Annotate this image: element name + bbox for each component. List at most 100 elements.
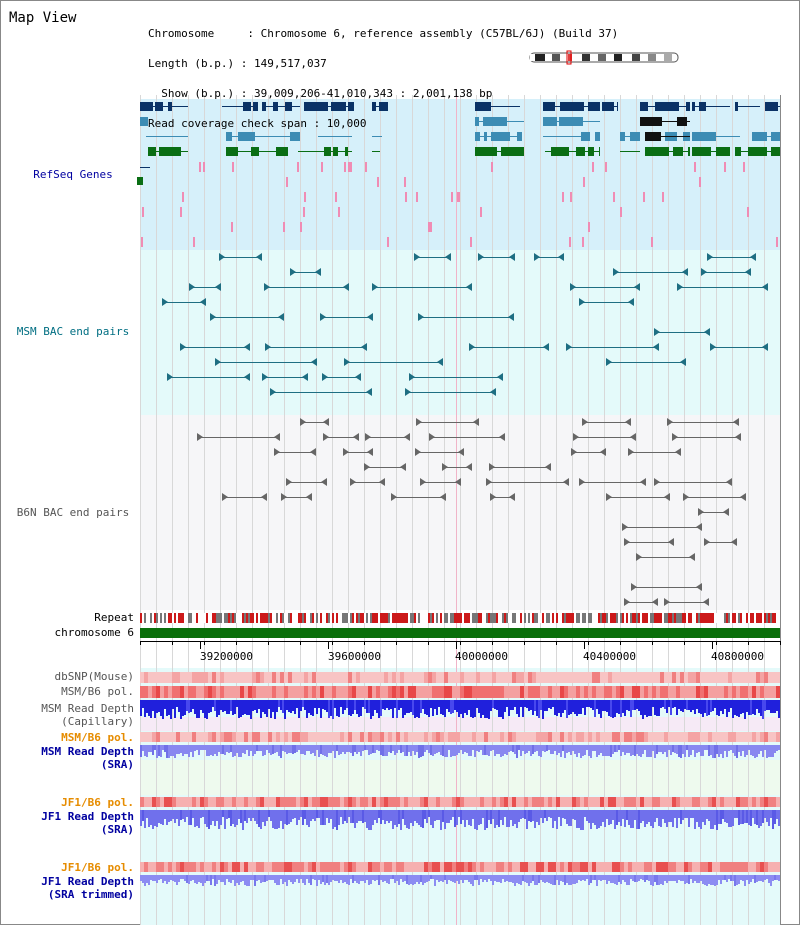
heat-cell xyxy=(572,797,576,807)
depth-bar xyxy=(360,745,362,756)
depth-bar xyxy=(260,875,262,883)
gene-exon xyxy=(748,147,767,156)
depth-bar xyxy=(718,810,720,824)
depth-bar xyxy=(162,875,164,883)
depth-bar xyxy=(572,875,574,884)
heat-cell xyxy=(640,732,644,742)
depth-bar xyxy=(604,700,606,711)
heat-cell xyxy=(196,732,200,742)
track-label-refseq-genes[interactable]: RefSeq Genes xyxy=(33,168,113,181)
depth-bar xyxy=(398,700,400,710)
track-label-msm-bac[interactable]: MSM BAC end pairs xyxy=(16,325,130,338)
depth-bar xyxy=(298,745,300,750)
depth-bar xyxy=(250,875,252,880)
heat-cell xyxy=(644,797,648,807)
gene-exon xyxy=(491,132,510,141)
heat-cell xyxy=(324,732,328,742)
repeat-mark xyxy=(262,613,264,623)
gene-mark xyxy=(335,192,337,202)
track-label-jf1-b6-pol-2[interactable]: JF1/B6 pol. xyxy=(61,861,134,874)
heat-cell xyxy=(140,686,144,698)
repeat-mark xyxy=(636,613,638,623)
heat-cell xyxy=(520,797,524,807)
heat-cell xyxy=(556,672,560,683)
depth-bar xyxy=(472,700,474,718)
depth-bar xyxy=(294,875,296,882)
depth-bar xyxy=(444,745,446,757)
depth-bar xyxy=(324,745,326,756)
bac-end-arrow xyxy=(167,373,173,381)
depth-bar xyxy=(368,745,370,755)
heat-cell xyxy=(644,732,648,742)
gene-mark xyxy=(491,162,493,172)
heat-cell xyxy=(660,732,664,742)
track-label-msm-depth-capillary[interactable]: MSM Read Depth (Capillary) xyxy=(4,702,134,728)
heat-cell xyxy=(696,686,700,698)
depth-bar xyxy=(636,810,638,829)
depth-bar xyxy=(238,700,240,718)
depth-bar xyxy=(510,745,512,751)
depth-bar xyxy=(518,745,520,750)
depth-bar xyxy=(226,875,228,879)
depth-bar xyxy=(444,875,446,880)
depth-bar xyxy=(416,745,418,752)
heat-cell xyxy=(368,672,372,683)
depth-bar xyxy=(178,810,180,826)
track-label-jf1-depth-sra[interactable]: JF1 Read Depth (SRA) xyxy=(4,810,134,836)
track-label-dbsnp[interactable]: dbSNP(Mouse) xyxy=(54,670,134,683)
repeat-mark xyxy=(506,613,508,623)
bac-end-arrow xyxy=(654,478,660,486)
heat-cell xyxy=(444,732,448,742)
depth-bar xyxy=(316,745,318,750)
depth-bar xyxy=(576,700,578,716)
track-label-b6n-bac[interactable]: B6N BAC end pairs xyxy=(16,506,130,519)
ideogram-band xyxy=(530,54,535,61)
heat-cell xyxy=(208,732,212,742)
depth-bar xyxy=(506,745,508,755)
depth-bar xyxy=(694,875,696,881)
bac-end-arrow xyxy=(497,373,503,381)
depth-bar xyxy=(778,745,780,750)
bac-end-arrow xyxy=(261,493,267,501)
heat-cell xyxy=(372,732,376,742)
depth-bar xyxy=(328,700,330,718)
heat-cell xyxy=(512,732,516,742)
depth-bar xyxy=(552,745,554,754)
track-label-msm-depth-sra[interactable]: MSM Read Depth (SRA) xyxy=(4,745,134,771)
depth-bar xyxy=(156,810,158,827)
track-label-msm-b6-pol[interactable]: MSM/B6 pol. xyxy=(61,685,134,698)
track-label-msm-b6-pol-2[interactable]: MSM/B6 pol. xyxy=(61,731,134,744)
heat-cell xyxy=(736,732,740,742)
depth-bar xyxy=(612,875,614,883)
heat-cell xyxy=(500,672,504,683)
repeat-mark xyxy=(396,613,398,623)
heat-cell xyxy=(452,862,456,872)
depth-bar xyxy=(328,875,330,885)
repeat-mark xyxy=(216,613,218,623)
repeat-mark xyxy=(158,613,160,623)
heat-cell xyxy=(184,797,188,807)
heat-cell xyxy=(236,862,240,872)
depth-bar xyxy=(666,875,668,883)
heat-cell xyxy=(176,862,180,872)
heat-cell xyxy=(676,797,680,807)
repeat-mark xyxy=(440,613,442,623)
depth-bar xyxy=(672,700,674,708)
repeat-mark xyxy=(754,613,756,623)
repeat-mark xyxy=(516,613,518,623)
heat-cell xyxy=(616,686,620,698)
heat-cell xyxy=(148,797,152,807)
track-label-jf1-b6-pol[interactable]: JF1/B6 pol. xyxy=(61,796,134,809)
heat-cell xyxy=(144,862,148,872)
repeat-mark xyxy=(208,613,210,623)
heat-cell xyxy=(532,862,536,872)
gene-mark xyxy=(304,192,306,202)
depth-bar xyxy=(646,700,648,717)
depth-bar xyxy=(494,700,496,709)
track-label-jf1-depth-trimmed[interactable]: JF1 Read Depth (SRA trimmed) xyxy=(4,875,134,901)
depth-bar xyxy=(442,810,444,822)
heat-cell xyxy=(752,797,756,807)
depth-bar xyxy=(744,810,746,823)
heat-cell xyxy=(252,797,256,807)
